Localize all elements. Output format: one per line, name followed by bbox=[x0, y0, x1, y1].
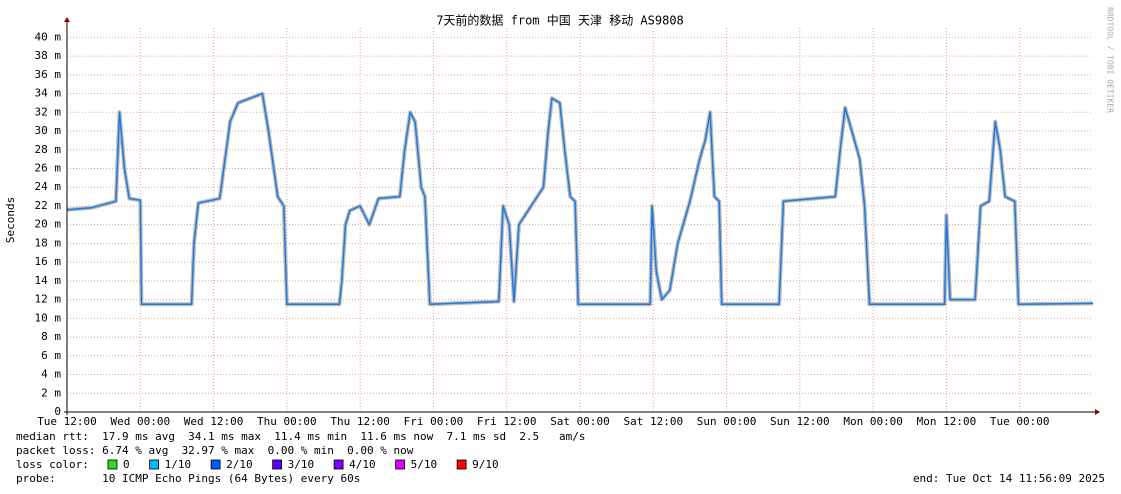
x-tick-label: Mon 00:00 bbox=[843, 415, 903, 428]
legend-swatch bbox=[395, 459, 406, 470]
y-tick-label: 14 m bbox=[35, 274, 62, 287]
x-tick-label: Tue 00:00 bbox=[990, 415, 1050, 428]
y-tick-label: 40 m bbox=[35, 30, 62, 43]
y-tick-label: 8 m bbox=[41, 330, 61, 343]
legend-swatch bbox=[149, 459, 160, 470]
legend-swatch bbox=[210, 459, 221, 470]
stats-line: median rtt: 17.9 ms avg 34.1 ms max 11.4… bbox=[16, 430, 586, 443]
legend-label: 5/10 bbox=[411, 458, 438, 471]
legend-label: 1/10 bbox=[165, 458, 192, 471]
y-tick-label: 12 m bbox=[35, 293, 62, 306]
legend-title: loss color: bbox=[16, 458, 89, 471]
x-tick-label: Sun 00:00 bbox=[697, 415, 757, 428]
x-tick-label: Sat 00:00 bbox=[550, 415, 610, 428]
x-tick-label: Wed 00:00 bbox=[110, 415, 170, 428]
y-tick-label: 38 m bbox=[35, 49, 62, 62]
y-tick-label: 10 m bbox=[35, 311, 62, 324]
y-tick-label: 4 m bbox=[41, 368, 61, 381]
median-line bbox=[66, 92, 1094, 306]
y-tick-label: 18 m bbox=[35, 236, 62, 249]
y-tick-label: 30 m bbox=[35, 124, 62, 137]
y-tick-label: 0 bbox=[54, 405, 61, 418]
legend-label: 0 bbox=[123, 458, 130, 471]
legend-swatch bbox=[456, 459, 467, 470]
legend-label: 3/10 bbox=[288, 458, 315, 471]
axis-arrow bbox=[1095, 409, 1100, 415]
y-tick-label: 2 m bbox=[41, 386, 61, 399]
legend-label: 2/10 bbox=[226, 458, 253, 471]
stats-line: packet loss: 6.74 % avg 32.97 % max 0.00… bbox=[16, 444, 414, 457]
y-tick-label: 34 m bbox=[35, 87, 62, 100]
legend-label: 4/10 bbox=[349, 458, 376, 471]
x-tick-label: Tue 12:00 bbox=[37, 415, 97, 428]
legend-swatch bbox=[272, 459, 283, 470]
y-tick-label: 24 m bbox=[35, 180, 62, 193]
x-tick-label: Sat 12:00 bbox=[623, 415, 683, 428]
y-tick-label: 32 m bbox=[35, 105, 62, 118]
y-tick-label: 36 m bbox=[35, 68, 62, 81]
y-tick-label: 6 m bbox=[41, 349, 61, 362]
legend-swatch bbox=[107, 459, 118, 470]
y-axis-label: Seconds bbox=[4, 197, 17, 243]
x-tick-label: Sun 12:00 bbox=[770, 415, 830, 428]
y-tick-label: 20 m bbox=[35, 218, 62, 231]
x-tick-label: Thu 12:00 bbox=[330, 415, 390, 428]
legend-label: 9/10 bbox=[472, 458, 499, 471]
end-time: end: Tue Oct 14 11:56:09 2025 bbox=[913, 472, 1105, 485]
chart-title: 7天前的数据 from 中国 天津 移动 AS9808 bbox=[436, 13, 684, 28]
x-tick-label: Wed 12:00 bbox=[184, 415, 244, 428]
x-tick-label: Fri 00:00 bbox=[404, 415, 464, 428]
y-tick-label: 26 m bbox=[35, 161, 62, 174]
x-tick-label: Mon 12:00 bbox=[917, 415, 977, 428]
legend-swatch bbox=[333, 459, 344, 470]
watermark: RRDTOOL / TOBI OETIKER bbox=[1106, 7, 1115, 113]
smoke bbox=[66, 91, 1094, 307]
x-tick-label: Fri 12:00 bbox=[477, 415, 537, 428]
probe-info: probe: 10 ICMP Echo Pings (64 Bytes) eve… bbox=[16, 472, 360, 485]
y-tick-label: 22 m bbox=[35, 199, 62, 212]
x-tick-label: Thu 00:00 bbox=[257, 415, 317, 428]
axis-arrow bbox=[64, 17, 70, 22]
y-tick-label: 28 m bbox=[35, 143, 62, 156]
y-tick-label: 16 m bbox=[35, 255, 62, 268]
